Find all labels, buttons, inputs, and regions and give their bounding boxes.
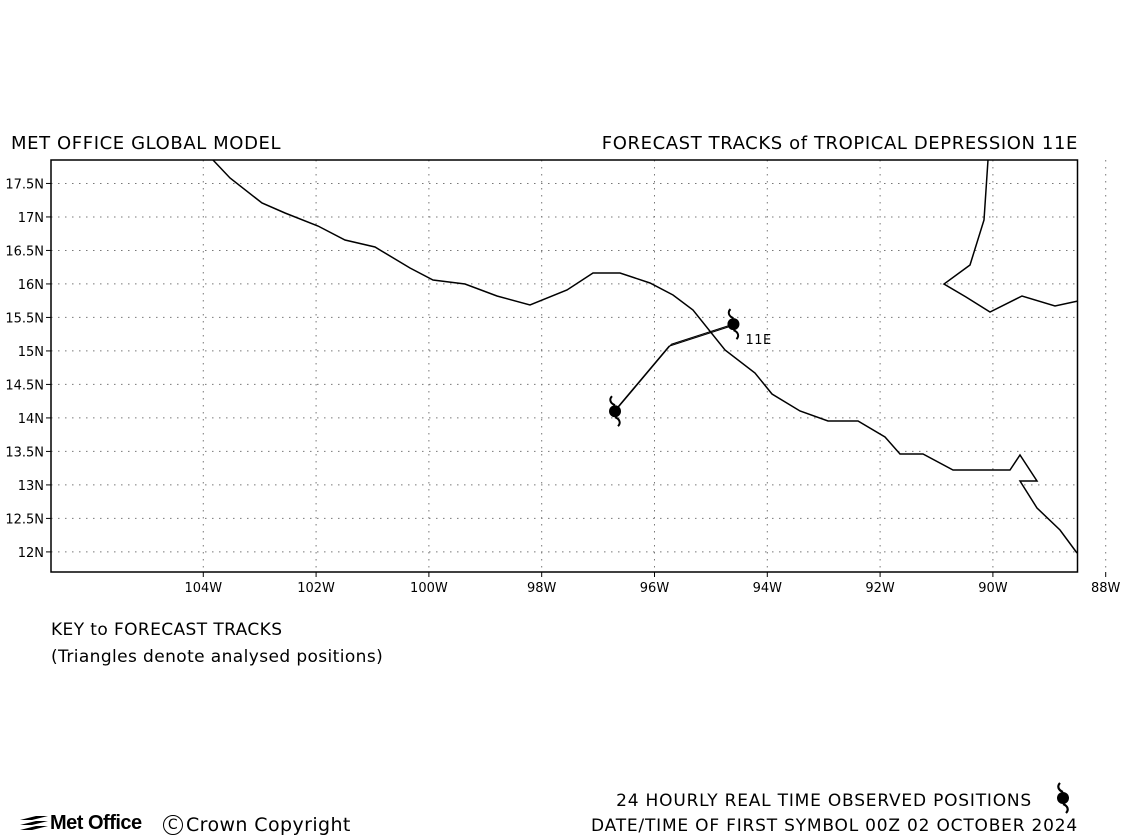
lon-tick-label: 104W — [184, 581, 222, 596]
lat-tick-label: 16N — [18, 278, 44, 293]
forecast-track-line-alt — [612, 325, 732, 414]
model-title: MET OFFICE GLOBAL MODEL — [11, 133, 282, 154]
lat-tick-label: 14N — [18, 412, 44, 427]
longitude-labels: 104W 102W 100W 98W 96W 94W 92W 90W 88W — [184, 581, 1120, 596]
lon-tick-label: 90W — [978, 581, 1008, 596]
storm-forecast-symbol — [609, 395, 622, 427]
observed-positions-label: 24 HOURLY REAL TIME OBSERVED POSITIONS — [616, 791, 1032, 811]
lat-tick-label: 15.5N — [5, 311, 44, 326]
lon-tick-label: 100W — [410, 581, 448, 596]
storm-label: 11E — [745, 333, 771, 348]
map-frame — [50, 159, 1079, 573]
met-office-logo-text: Met Office — [50, 812, 142, 834]
lon-tick-label: 98W — [527, 581, 557, 596]
lat-tick-label: 13N — [18, 479, 44, 494]
lon-tick-label: 92W — [865, 581, 895, 596]
met-office-logo: Met Office — [18, 812, 142, 835]
lat-tick-label: 17.5N — [5, 177, 44, 192]
lat-tick-label: 12N — [18, 546, 44, 561]
lat-tick-label: 12.5N — [5, 512, 44, 527]
coastline — [212, 159, 1079, 554]
lon-tick-label: 96W — [640, 581, 670, 596]
storm-start-symbol — [727, 308, 740, 340]
key-title: KEY to FORECAST TRACKS — [51, 620, 283, 640]
copyright-icon: C — [163, 815, 183, 835]
forecast-track — [612, 323, 734, 414]
lat-tick-label: 14.5N — [5, 378, 44, 393]
copyright-text: Crown Copyright — [186, 814, 351, 836]
lon-tick-label: 94W — [753, 581, 783, 596]
lat-tick-label: 16.5N — [5, 244, 44, 259]
lat-tick-label: 15N — [18, 345, 44, 360]
first-symbol-datetime: DATE/TIME OF FIRST SYMBOL 00Z 02 OCTOBER… — [591, 816, 1078, 836]
forecast-title: FORECAST TRACKS of TROPICAL DEPRESSION 1… — [601, 133, 1078, 154]
latitude-labels: 17.5N 17N 16.5N 16N 15.5N 15N 14.5N 14N 13.5N 13N… — [5, 177, 44, 560]
coastline-gulf-honduras — [942, 159, 1079, 313]
forecast-track-line — [614, 323, 734, 412]
lon-tick-label: 102W — [297, 581, 335, 596]
met-office-logo-icon — [20, 815, 48, 830]
lat-tick-label: 13.5N — [5, 445, 44, 460]
grid-lines — [46, 160, 1107, 577]
copyright-notice: C Crown Copyright — [163, 814, 351, 836]
hurricane-symbol-icon — [1057, 782, 1069, 814]
coastline-pacific-mexico — [212, 159, 1078, 554]
lat-tick-label: 17N — [18, 211, 44, 226]
lon-tick-label: 88W — [1091, 581, 1121, 596]
key-note: (Triangles denote analysed positions) — [51, 647, 384, 667]
